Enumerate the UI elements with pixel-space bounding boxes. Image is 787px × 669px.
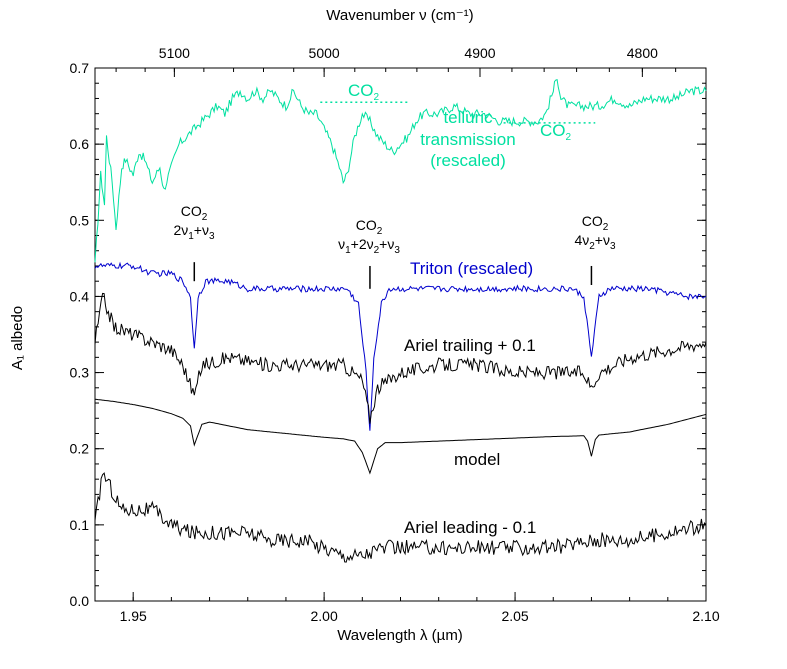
y-tick-label: 0.7 [70,60,90,76]
band3-mode: 4ν2+ν3 [574,232,616,252]
top-tick-label: 4900 [464,45,495,61]
series-ariel-leading [94,472,707,563]
x-tick-label: 2.00 [311,608,338,624]
top-tick-label: 4800 [627,45,658,61]
band1-mode: 2ν1+ν3 [173,222,215,242]
series-model [94,398,707,475]
plot-frame [94,67,707,602]
x-tick-label: 1.95 [120,608,147,624]
x-tick-label: 2.10 [692,608,719,624]
telluric-label-line3: (rescaled) [430,151,506,170]
telluric-co2-label-a: CO2 [348,81,380,103]
band3-name: CO2 [582,213,609,233]
triton-label: Triton (rescaled) [410,259,533,278]
y-tick-label: 0.1 [70,517,90,533]
series-ariel-trailing [94,292,707,424]
y-tick-label: 0.4 [70,288,90,304]
ariel-trailing-label: Ariel trailing + 0.1 [404,336,536,355]
axis-ticks: 1.95 2.00 2.05 2.10 0.0 0.1 0.2 0.3 0.4 0.5 0.6 0.7… [70,45,720,624]
model-label: model [454,450,500,469]
top-axis-title: Wavenumber ν (cm⁻¹) [326,7,473,24]
y-tick-label: 0.6 [70,136,90,152]
y-tick-label: 0.5 [70,212,90,228]
series-layer [94,79,707,563]
series-telluric [94,79,707,263]
x-tick-label: 2.05 [501,608,528,624]
y-axis-title: A₁ albedo [9,306,26,370]
top-tick-label: 5100 [159,45,190,61]
band1-name: CO2 [181,203,208,223]
y-tick-label: 0.2 [70,441,90,457]
y-tick-label: 0.3 [70,365,90,381]
telluric-co2-label-b: CO2 [540,121,572,143]
x-axis-title: Wavelength λ (µm) [337,627,463,644]
telluric-label-line2: transmission [420,130,515,149]
y-tick-label: 0.0 [70,593,90,609]
band2-mode: ν1+2ν2+ν3 [338,236,400,256]
ariel-leading-label: Ariel leading - 0.1 [404,518,536,537]
band-markers [193,262,593,289]
top-tick-label: 5000 [309,45,340,61]
telluric-label-line1: telluric [443,108,493,127]
band2-name: CO2 [356,217,383,237]
series-triton [94,261,707,431]
